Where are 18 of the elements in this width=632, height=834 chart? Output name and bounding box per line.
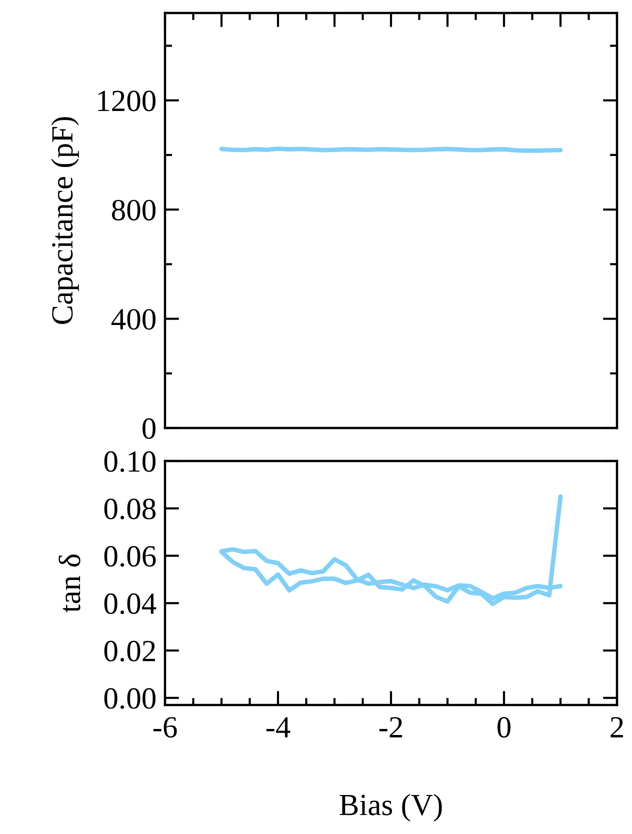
y-tick-label: 0.02 bbox=[104, 640, 155, 662]
x-tick-label: -6 bbox=[153, 717, 177, 738]
y-tick-label: 0.06 bbox=[104, 546, 156, 567]
y-tick-label: 0.08 bbox=[104, 498, 156, 520]
y-tick-label: 400 bbox=[111, 309, 156, 330]
x-axis-title: Bias (V) bbox=[340, 794, 442, 822]
x-tick-label: -4 bbox=[266, 717, 290, 738]
x-tick-label: -2 bbox=[379, 717, 402, 738]
x-tick-label: 0 bbox=[498, 716, 510, 738]
y-tick-label: 0.00 bbox=[104, 688, 156, 709]
y-tick-label: 800 bbox=[112, 200, 156, 220]
x-tick-label: 2 bbox=[610, 717, 623, 738]
y-axis-title: tan δ bbox=[58, 554, 80, 612]
y-tick-label: 0.10 bbox=[104, 451, 156, 472]
y-tick-label: 0.04 bbox=[104, 593, 156, 614]
y-tick-label: 1200 bbox=[98, 90, 156, 112]
y-tick-label: 0 bbox=[142, 418, 156, 439]
y-axis-title: Capacitance (pF) bbox=[51, 117, 79, 324]
